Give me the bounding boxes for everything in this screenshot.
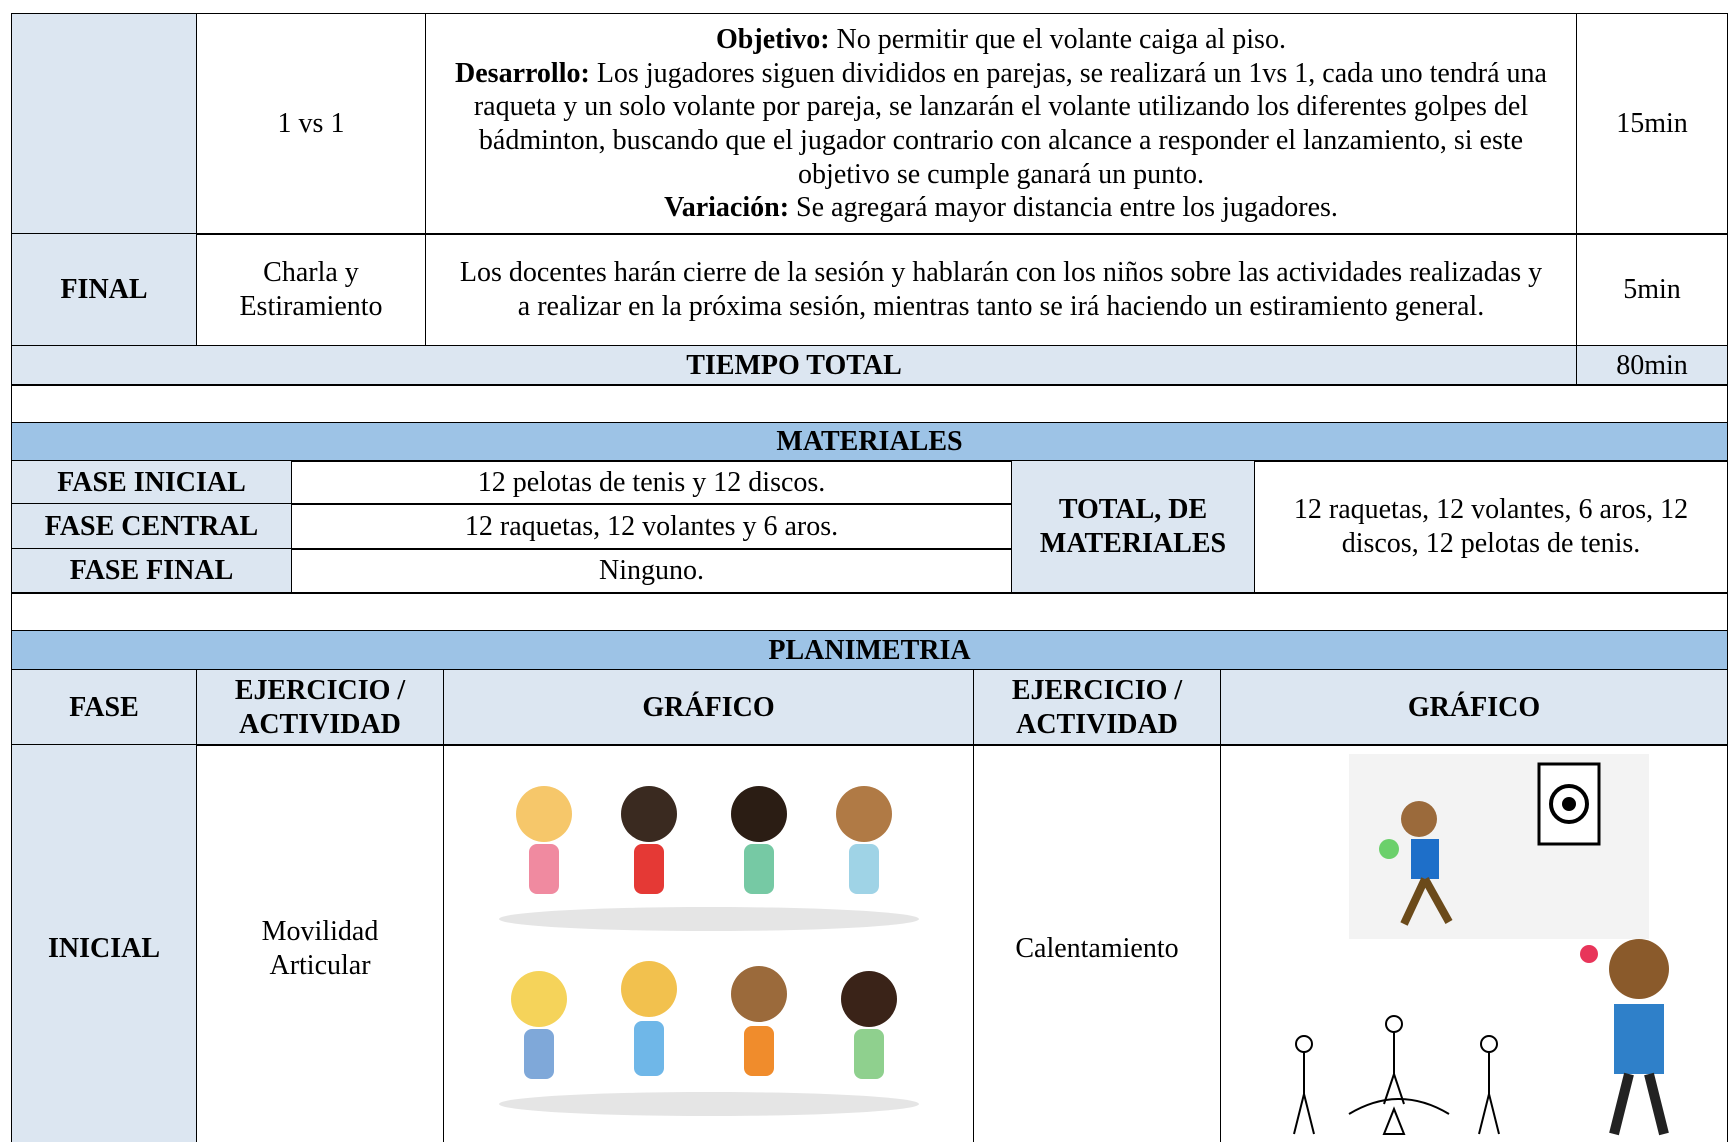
header: EJERCICIO / ACTIVIDAD — [234, 674, 406, 740]
text: Se agregará mayor distancia entre los ju… — [796, 192, 1338, 224]
phase: FINAL — [60, 274, 148, 306]
activity-cell: 1 vs 1 — [196, 13, 426, 235]
header-cell: FASE — [11, 669, 197, 746]
activity: 1 vs 1 — [277, 108, 345, 140]
label-cell: FASE CENTRAL — [11, 503, 292, 550]
activity: Movilidad Articular — [261, 916, 379, 981]
description-line: Variación: Se agregará mayor distancia e… — [664, 191, 1338, 225]
graphic-cell — [443, 744, 974, 1142]
value: Ninguno. — [599, 555, 704, 587]
total-label-cell: TOTAL, DE MATERIALES — [1011, 460, 1255, 594]
label: Desarrollo: — [455, 57, 590, 89]
duration: 5min — [1623, 274, 1681, 306]
label: FASE FINAL — [69, 555, 234, 587]
text: Los jugadores siguen divididos en pareja… — [473, 57, 1547, 190]
phase-cell — [11, 13, 197, 235]
activity: Charla y Estiramiento — [239, 257, 383, 322]
description: Los docentes harán cierre de la sesión y… — [459, 257, 1543, 322]
text: No permitir que el volante caiga al piso… — [836, 24, 1286, 56]
duration: 15min — [1616, 108, 1688, 140]
header-cell: GRÁFICO — [443, 669, 974, 746]
header: EJERCICIO / ACTIVIDAD — [1011, 674, 1183, 740]
duration-cell: 5min — [1576, 233, 1728, 347]
graphic-cell — [1220, 744, 1728, 1142]
phase-cell: FINAL — [11, 233, 197, 347]
total-label: TOTAL, DE MATERIALES — [1039, 494, 1227, 559]
total-value: 80min — [1616, 349, 1688, 381]
activity-cell: Charla y Estiramiento — [196, 233, 426, 347]
header: GRÁFICO — [1407, 691, 1541, 723]
title: PLANIMETRIA — [768, 634, 971, 666]
header: GRÁFICO — [642, 691, 775, 723]
illustration — [1293, 754, 1669, 1136]
header-cell: GRÁFICO — [1220, 669, 1728, 746]
value: 12 pelotas de tenis y 12 discos. — [477, 466, 826, 498]
header-cell: EJERCICIO / ACTIVIDAD — [196, 669, 444, 746]
description-cell: Los docentes harán cierre de la sesión y… — [425, 233, 1577, 347]
value: 12 raquetas, 12 volantes y 6 aros. — [464, 510, 839, 542]
section-title: PLANIMETRIA — [11, 630, 1728, 671]
label: Variación: — [664, 192, 790, 224]
description-line: Desarrollo: Los jugadores siguen dividid… — [436, 57, 1566, 191]
label: Objetivo: — [716, 24, 830, 56]
spacer — [11, 592, 1728, 632]
activity-cell: Movilidad Articular — [196, 744, 444, 1142]
label-cell: FASE INICIAL — [11, 460, 292, 505]
label-cell: FASE FINAL — [11, 548, 292, 594]
illustration — [498, 786, 919, 1116]
description-cell: Objetivo: No permitir que el volante cai… — [425, 13, 1577, 235]
header: FASE — [69, 691, 139, 723]
section-title: MATERIALES — [11, 422, 1728, 462]
description-line: Objetivo: No permitir que el volante cai… — [716, 23, 1286, 57]
total-value-cell: 12 raquetas, 12 volantes, 6 aros, 12 dis… — [1254, 460, 1728, 594]
activity-cell: Calentamiento — [973, 744, 1221, 1142]
duration-cell: 15min — [1576, 13, 1728, 235]
total-value-cell: 80min — [1576, 345, 1728, 386]
title: MATERIALES — [776, 426, 963, 458]
header-cell: EJERCICIO / ACTIVIDAD — [973, 669, 1221, 746]
value-cell: Ninguno. — [291, 548, 1012, 594]
value-cell: 12 pelotas de tenis y 12 discos. — [291, 460, 1012, 505]
phase: INICIAL — [47, 933, 161, 965]
total-value: 12 raquetas, 12 volantes, 6 aros, 12 dis… — [1293, 494, 1689, 559]
label: FASE INICIAL — [57, 466, 246, 498]
activity: Calentamiento — [1015, 933, 1179, 965]
value-cell: 12 raquetas, 12 volantes y 6 aros. — [291, 503, 1012, 550]
phase-cell: INICIAL — [11, 744, 197, 1142]
label: FASE CENTRAL — [44, 510, 259, 542]
total-label-cell: TIEMPO TOTAL — [11, 345, 1577, 386]
total-label: TIEMPO TOTAL — [686, 349, 902, 381]
spacer — [11, 384, 1728, 424]
